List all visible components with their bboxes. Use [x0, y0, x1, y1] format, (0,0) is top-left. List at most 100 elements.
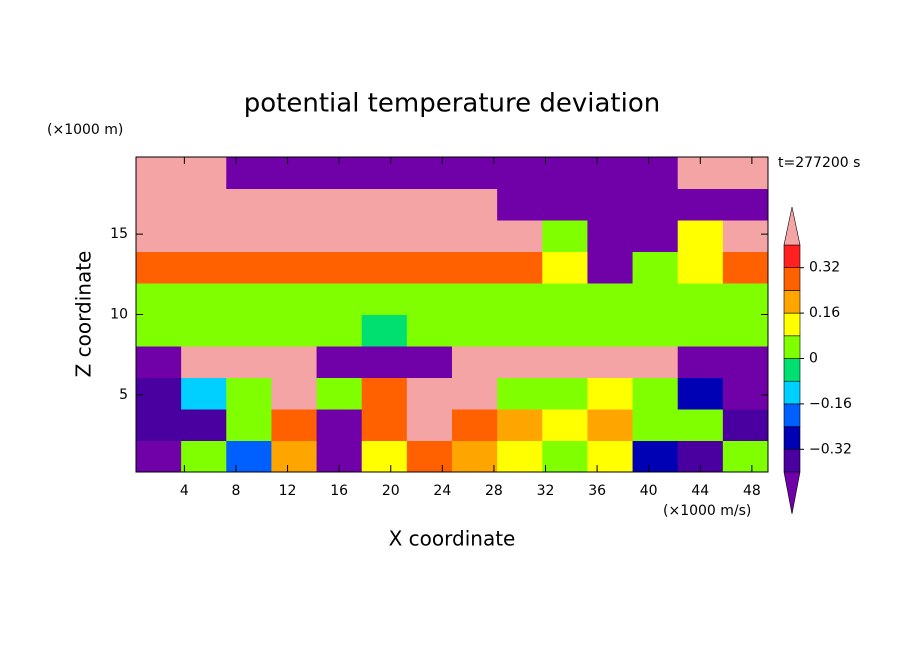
contour-cell [542, 157, 588, 189]
contour-cell [497, 346, 543, 378]
contour-cell [542, 251, 588, 284]
contour-cell [226, 440, 272, 473]
contour-cell [632, 220, 679, 252]
contour-cell [181, 440, 227, 473]
contour-cell [677, 251, 724, 284]
contour-cell [181, 377, 227, 410]
x-unit: (×1000 m/s) [663, 503, 751, 519]
contour-cell [542, 314, 588, 347]
contour-cell [497, 157, 543, 189]
contour-cell [677, 283, 724, 315]
contour-cell [632, 440, 679, 473]
contour-cell [271, 188, 318, 221]
contour-cell [632, 346, 679, 378]
contour-cell [136, 377, 182, 410]
contour-cell [361, 409, 408, 441]
contour-cell [226, 220, 272, 252]
contour-cell [226, 283, 272, 315]
contour-cell [677, 188, 724, 221]
contour-cell [271, 377, 318, 410]
contour-cell [316, 283, 363, 315]
contour-cell [452, 377, 498, 410]
contour-cell [677, 314, 724, 347]
contour-cell [316, 346, 363, 378]
contour-cell [406, 251, 453, 284]
contour-cell [271, 346, 318, 378]
colorbar-band [783, 244, 801, 269]
contour-cell [271, 409, 318, 441]
contour-cell [136, 283, 182, 315]
chart-title: potential temperature deviation [244, 89, 660, 119]
x-tick-label: 8 [231, 483, 240, 499]
contour-cell [136, 314, 182, 347]
contour-cell [271, 440, 318, 473]
contour-cell [226, 157, 272, 189]
contour-cell [587, 188, 634, 221]
colorbar-band [783, 290, 801, 314]
contour-cell [722, 409, 769, 441]
contour-cell [722, 377, 769, 410]
contour-cell [497, 440, 543, 473]
contour-cell [226, 314, 272, 347]
contour-cell [542, 377, 588, 410]
contour-cell [497, 283, 543, 315]
contour-cell [587, 251, 634, 284]
contour-cell [587, 157, 634, 189]
contour-cell [632, 157, 679, 189]
contour-cell [677, 220, 724, 252]
y-unit: (×1000 m) [47, 122, 123, 138]
contour-cell [406, 283, 453, 315]
time-label: t=277200 s [778, 155, 860, 171]
colorbar-band [783, 448, 801, 473]
contour-cell [587, 409, 634, 441]
x-tick-label: 4 [180, 483, 189, 499]
contour-cell [497, 220, 543, 252]
contour-cell [181, 346, 227, 378]
contour-cell [271, 220, 318, 252]
x-tick-label: 48 [743, 483, 761, 499]
colorbar-band [783, 426, 801, 450]
contour-cell [406, 314, 453, 347]
contour-cell [406, 440, 453, 473]
colorbar-band [783, 380, 801, 405]
colorbar-tick-label: 0 [809, 351, 818, 367]
contour-cell [722, 251, 769, 284]
contour-cell [361, 314, 408, 347]
contour-cell [452, 251, 498, 284]
contour-cell [181, 283, 227, 315]
contour-cell [497, 409, 543, 441]
contour-cell [406, 157, 453, 189]
contour-cell [722, 157, 769, 189]
contour-cell [136, 251, 182, 284]
contour-cell [361, 251, 408, 284]
y-axis-label: Z coordinate [72, 251, 96, 378]
contour-cell [542, 283, 588, 315]
contour-cell [406, 220, 453, 252]
contour-cell [406, 409, 453, 441]
colorbar-band [783, 403, 801, 427]
contour-cell [632, 409, 679, 441]
contour-cell [316, 409, 363, 441]
x-tick-label: 32 [537, 483, 555, 499]
y-tick-label: 15 [110, 226, 128, 242]
contour-cell [226, 377, 272, 410]
contour-cell [587, 440, 634, 473]
colorbar-band [783, 335, 801, 359]
x-tick-label: 12 [279, 483, 297, 499]
contour-cell [136, 346, 182, 378]
x-tick-label: 28 [485, 483, 503, 499]
contour-cell [722, 283, 769, 315]
x-tick-label: 24 [433, 483, 451, 499]
contour-cell [136, 409, 182, 441]
contour-cell [677, 377, 724, 410]
contour-cell [497, 377, 543, 410]
contour-cell [361, 346, 408, 378]
contour-cell [452, 283, 498, 315]
contour-cell [136, 188, 182, 221]
contour-cell [722, 220, 769, 252]
contour-cell [722, 440, 769, 473]
x-tick-label: 16 [330, 483, 348, 499]
colorbar-under [783, 471, 801, 515]
contour-cell [316, 188, 363, 221]
